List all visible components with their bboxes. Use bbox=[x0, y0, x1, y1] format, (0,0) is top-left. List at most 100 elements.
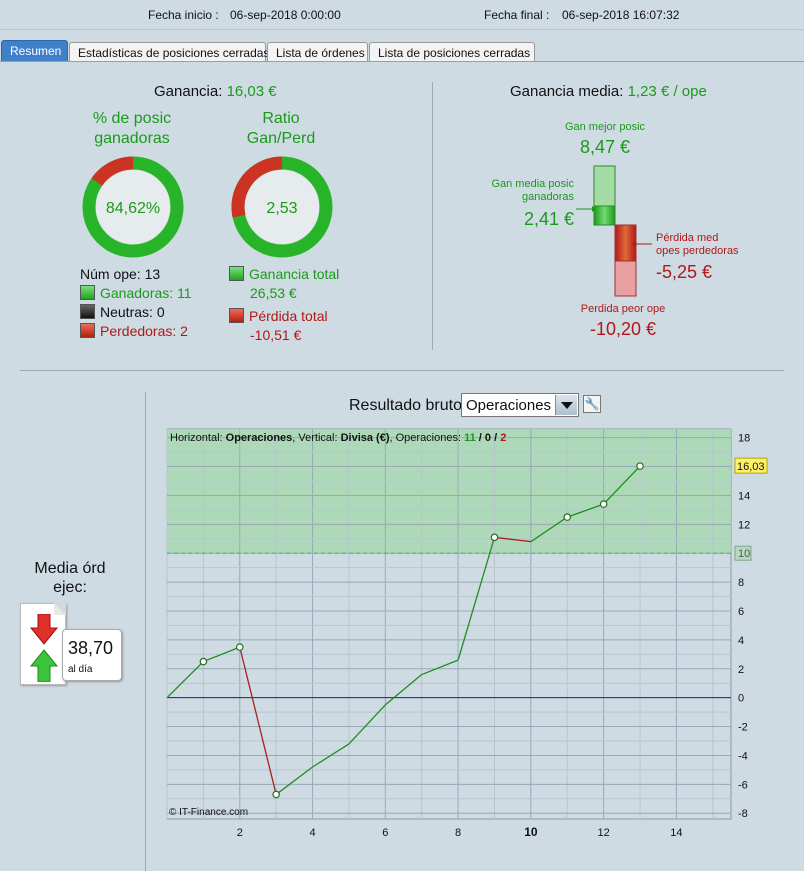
series-point bbox=[199, 657, 208, 666]
profit-title: Ganancia: 16,03 € bbox=[154, 83, 277, 100]
x-tick-label: 10 bbox=[524, 825, 538, 839]
series-point bbox=[272, 790, 280, 799]
target-label: 10 bbox=[738, 548, 750, 560]
neutral-row: Neutras: 0 bbox=[80, 303, 192, 322]
tab-orders-list[interactable]: Lista de órdenes bbox=[267, 42, 368, 62]
y-tick-label: 12 bbox=[738, 519, 750, 531]
arrow-down-icon bbox=[29, 614, 59, 645]
green-square-icon bbox=[229, 266, 244, 281]
orders-per-day-value: 38,70 bbox=[68, 638, 114, 658]
ratio-title: Ratio Gan/Perd bbox=[246, 110, 316, 147]
series-segment-gain bbox=[203, 646, 241, 663]
target-zone bbox=[167, 429, 731, 554]
y-tick-label: 18 bbox=[738, 433, 750, 445]
tab-resumen[interactable]: Resumen bbox=[1, 40, 68, 62]
x-tick-label: 4 bbox=[309, 827, 315, 839]
watermark: © IT-Finance.com bbox=[169, 807, 248, 818]
black-square-icon bbox=[80, 304, 95, 319]
y-tick-label: -6 bbox=[738, 779, 748, 791]
date-range-bar: Fecha inicio : 06-sep-2018 0:00:00 Fecha… bbox=[0, 0, 804, 30]
legend-part: 2 bbox=[500, 432, 506, 444]
arrow-up-icon bbox=[29, 649, 59, 682]
winners-row: Ganadoras: 11 bbox=[80, 284, 192, 303]
profit-label: Ganancia: bbox=[154, 83, 223, 100]
last-value-box bbox=[734, 457, 768, 474]
y-tick-label: 4 bbox=[738, 635, 744, 647]
legend-part: 11 bbox=[464, 432, 476, 444]
y-tick-label: 6 bbox=[738, 606, 744, 618]
arrow-left-icon bbox=[632, 241, 636, 247]
win-pct-ring-loss bbox=[82, 156, 184, 258]
series-segment-gain bbox=[348, 704, 386, 745]
gain-loss-bars bbox=[576, 165, 652, 297]
ratio-donut: 2,53 bbox=[231, 156, 333, 258]
legend-part: , Operaciones: bbox=[390, 432, 465, 444]
losers-row: Perdedoras: 2 bbox=[80, 322, 192, 341]
avg-loss-bar bbox=[614, 224, 637, 262]
win-pct-center bbox=[96, 170, 170, 244]
legend-part: / bbox=[491, 432, 500, 444]
avg-loss-value: -5,25 € bbox=[656, 262, 713, 282]
legend-part: Divisa (€) bbox=[341, 432, 390, 444]
target-label-box bbox=[734, 545, 752, 561]
series-point bbox=[599, 500, 608, 508]
legend-part: Operaciones bbox=[226, 432, 293, 444]
series-segment-gain bbox=[603, 465, 641, 505]
start-date-value: 06-sep-2018 0:00:00 bbox=[230, 8, 341, 22]
y-tick-label: -8 bbox=[738, 808, 748, 820]
last-value-label: 16,03 bbox=[737, 461, 765, 473]
y-tick-label: -4 bbox=[738, 750, 748, 762]
arrow-right-icon bbox=[592, 206, 596, 212]
avg-gain-bar bbox=[593, 205, 616, 226]
red-square-icon bbox=[80, 323, 95, 338]
total-gain-value: 26,53 € bbox=[250, 285, 297, 301]
section-divider bbox=[432, 82, 433, 350]
series-segment-gain bbox=[567, 503, 604, 518]
start-date-label: Fecha inicio : bbox=[148, 8, 219, 22]
end-date-label: Fecha final : bbox=[484, 8, 550, 22]
legend-part: 0 bbox=[485, 432, 491, 444]
result-chart: 24681012141816141286420-2-4-6-81016,03Ho… bbox=[166, 428, 768, 839]
avg-gain-title: Ganancia media: 1,23 € / ope bbox=[510, 83, 707, 100]
end-date-value: 06-sep-2018 16:07:32 bbox=[562, 8, 680, 22]
series-point bbox=[490, 533, 499, 542]
series-segment-gain bbox=[312, 743, 350, 768]
x-axis-select-value: Operaciones bbox=[466, 397, 552, 414]
settings-wrench-button[interactable]: 🔧 bbox=[583, 395, 601, 413]
x-axis-select[interactable]: Operaciones bbox=[461, 393, 579, 417]
total-loss-label: Pérdida total bbox=[229, 307, 339, 326]
legend-part: , Vertical: bbox=[292, 432, 340, 444]
series-segment-gain bbox=[384, 674, 423, 706]
num-ops: Núm ope: 13 bbox=[80, 266, 161, 282]
x-tick-label: 6 bbox=[382, 827, 388, 839]
orders-per-day-box: 38,70 al día bbox=[62, 629, 122, 681]
chart-title: Resultado bruto bbox=[349, 397, 462, 414]
page-fold-icon bbox=[54, 603, 66, 615]
totals: Ganancia total 26,53 € Pérdida total -10… bbox=[229, 265, 339, 345]
series-segment-gain bbox=[166, 661, 204, 699]
x-tick-label: 2 bbox=[237, 827, 243, 839]
best-pos-label: Gan mejor posic bbox=[564, 121, 646, 133]
legend-part: Horizontal: bbox=[170, 432, 226, 444]
chevron-down-icon[interactable] bbox=[555, 395, 577, 415]
orders-label: Media órd ejec: bbox=[34, 560, 106, 596]
avg-win-value: 2,41 € bbox=[523, 209, 574, 229]
ratio-center bbox=[245, 170, 319, 244]
worst-op-value: -10,20 € bbox=[589, 319, 657, 339]
horizontal-divider bbox=[20, 370, 784, 371]
y-tick-label: 2 bbox=[738, 664, 744, 676]
chart-left-divider bbox=[145, 392, 146, 871]
series-segment-gain bbox=[530, 516, 568, 543]
tab-closed-positions[interactable]: Lista de posiciones cerradas bbox=[369, 42, 535, 62]
order-arrows bbox=[29, 614, 59, 682]
tab-closed-stats[interactable]: Estadísticas de posiciones cerradas bbox=[69, 42, 269, 62]
red-square-icon bbox=[229, 308, 244, 323]
orders-per-day-unit: al día bbox=[68, 664, 93, 675]
y-tick-label: -2 bbox=[738, 722, 748, 734]
ratio-value: 2,53 bbox=[266, 200, 297, 217]
summary-panel: Ganancia: 16,03 € % de posic ganadoras R… bbox=[0, 62, 804, 871]
x-tick-label: 14 bbox=[670, 827, 682, 839]
y-tick-label: 14 bbox=[738, 490, 750, 502]
win-pct-donut: 84,62% bbox=[82, 156, 184, 258]
best-pos-value: 8,47 € bbox=[579, 137, 631, 157]
